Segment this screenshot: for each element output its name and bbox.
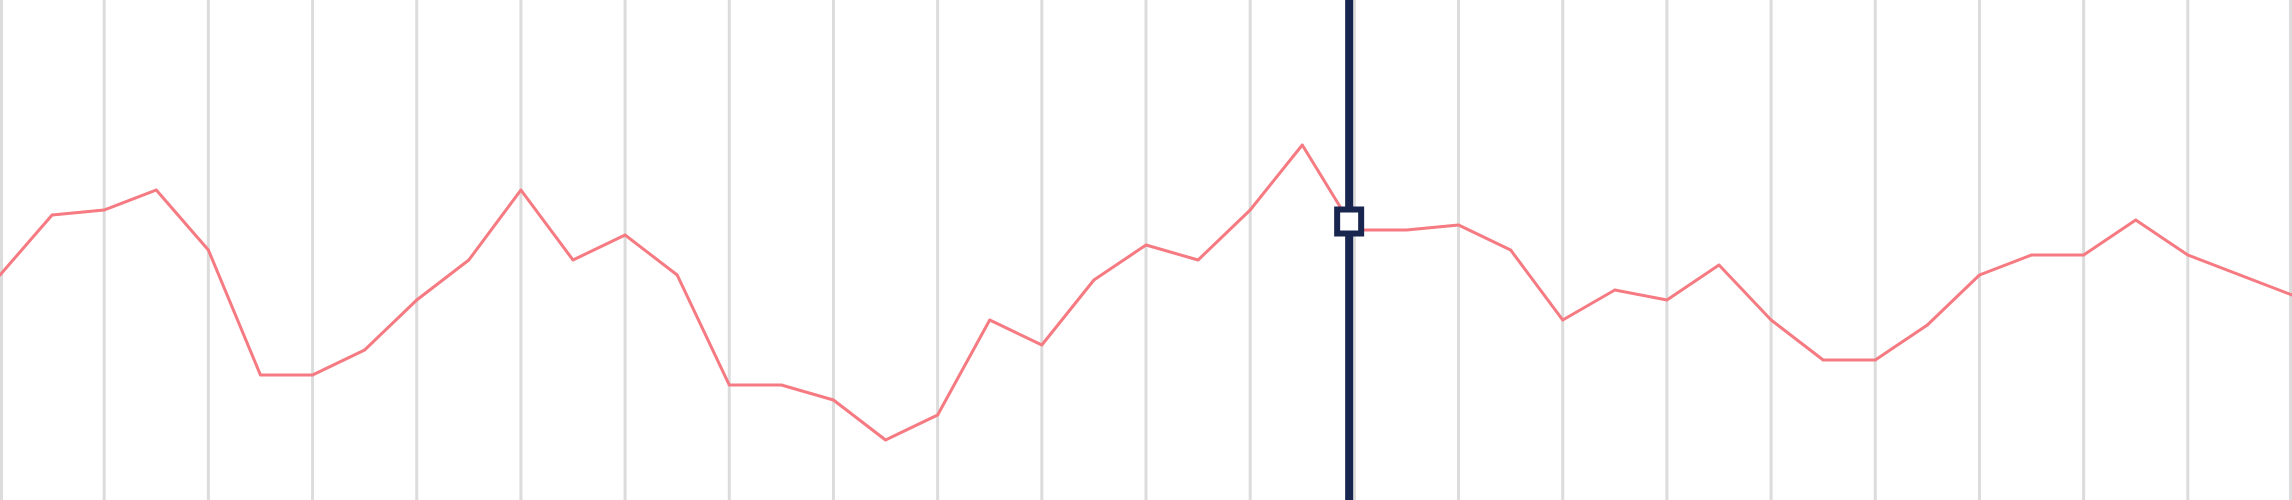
cursor-layer[interactable] <box>1334 0 1365 500</box>
series-segment <box>519 189 575 261</box>
data-point <box>2082 253 2086 257</box>
series-segment <box>0 214 54 276</box>
data-point <box>1457 223 1461 227</box>
series-segment <box>1093 243 1147 282</box>
data-point <box>727 383 731 387</box>
data-point <box>50 213 54 217</box>
data-point <box>1248 208 1252 212</box>
data-point <box>1040 343 1044 347</box>
data-point <box>2030 253 2034 257</box>
series-segment <box>467 189 523 261</box>
data-point <box>936 413 940 417</box>
data-point <box>1404 228 1408 232</box>
data-point <box>1509 248 1513 252</box>
series-segment <box>155 189 210 251</box>
data-point <box>1092 278 1096 282</box>
data-point <box>2134 218 2138 222</box>
data-point <box>467 258 471 262</box>
series-segment <box>989 318 1043 347</box>
series-segment <box>2134 218 2189 257</box>
series-segment <box>780 383 834 402</box>
series-segment <box>415 258 470 302</box>
series-segment <box>1770 318 1825 362</box>
series-segment <box>2187 253 2241 277</box>
series-segment <box>1197 208 1252 262</box>
data-point <box>1196 258 1200 262</box>
data-point <box>1300 143 1304 147</box>
series-segment <box>51 208 105 217</box>
series-segment <box>206 249 262 376</box>
series-segment <box>572 233 626 262</box>
data-point <box>1821 358 1825 362</box>
series-segment <box>675 274 731 386</box>
series-segment <box>2082 218 2137 257</box>
series-line <box>0 143 2292 442</box>
series-segment <box>884 413 939 442</box>
data-point <box>675 273 679 277</box>
series-segment <box>1406 223 1459 232</box>
series-segment <box>1145 243 1199 262</box>
data-point <box>831 398 835 402</box>
series-segment <box>1666 263 1720 302</box>
cursor-marker[interactable] <box>1334 206 1365 237</box>
series-segment <box>1978 253 2033 277</box>
data-point <box>1769 318 1773 322</box>
series-layer <box>0 143 2292 442</box>
series-segment <box>1457 223 1512 252</box>
data-point <box>571 258 575 262</box>
data-point <box>258 373 262 377</box>
series-segment <box>311 348 366 377</box>
series-segment <box>1717 263 1773 322</box>
data-point <box>1717 263 1721 267</box>
data-point <box>0 273 2 277</box>
data-point <box>988 318 992 322</box>
series-segment <box>1614 288 1668 302</box>
data-point <box>884 438 888 442</box>
series-segment <box>1561 288 1616 322</box>
series-segment <box>1509 249 1564 321</box>
series-segment <box>2239 273 2292 297</box>
data-point <box>2238 273 2242 277</box>
series-segment <box>832 398 887 442</box>
data-point <box>363 348 367 352</box>
series-segment <box>1249 144 1304 211</box>
series-segment <box>936 319 992 416</box>
series-segment <box>624 233 679 277</box>
data-point <box>623 233 627 237</box>
data-point <box>154 188 158 192</box>
data-point <box>206 248 210 252</box>
series-segment <box>1874 323 1929 362</box>
data-point <box>1561 318 1565 322</box>
data-point <box>1925 323 1929 327</box>
data-point <box>519 188 523 192</box>
series-segment <box>1926 273 1981 327</box>
data-point <box>1665 298 1669 302</box>
data-point <box>311 373 315 377</box>
series-segment <box>1040 279 1096 346</box>
data-point <box>2186 253 2190 257</box>
series-segment <box>363 298 418 352</box>
data-point <box>779 383 783 387</box>
data-point <box>1977 273 1981 277</box>
data-point <box>1144 243 1148 247</box>
data-point <box>415 298 419 302</box>
series-segment <box>103 188 157 212</box>
data-point <box>1873 358 1877 362</box>
data-point <box>1613 288 1617 292</box>
data-point <box>102 208 106 212</box>
